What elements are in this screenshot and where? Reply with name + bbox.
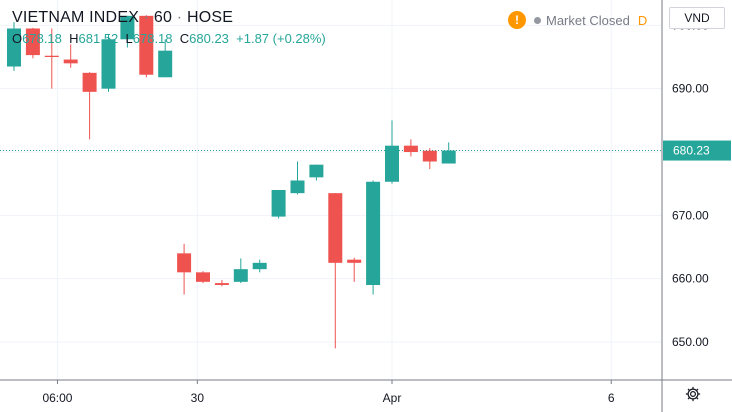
candles <box>7 15 456 349</box>
grid-lines <box>0 0 662 380</box>
market-status-text: Market Closed <box>546 12 630 28</box>
last-price-label-bg <box>663 140 731 161</box>
candle-body <box>385 145 399 182</box>
change-value: +1.87 (+0.28%) <box>236 31 326 46</box>
candle-body <box>25 28 40 56</box>
x-tick-label: 6 <box>608 391 615 405</box>
candle-body <box>196 272 210 282</box>
last-price-label: 680.23 <box>673 144 710 158</box>
candle-body <box>441 150 456 164</box>
candle-body <box>63 59 78 64</box>
exchange-label: HOSE <box>186 9 234 26</box>
status-dot-icon <box>534 16 541 24</box>
chart-title: VIETNAM INDEX · 60 · HOSE <box>12 9 233 27</box>
candle-body <box>214 283 229 285</box>
candle-body <box>309 164 324 178</box>
low-value: 678.18 <box>132 31 173 46</box>
market-status[interactable]: ! Market Closed D <box>508 10 647 30</box>
currency-badge[interactable]: VND <box>669 7 725 29</box>
x-tick-label: 30 <box>191 391 205 405</box>
candle-body <box>7 28 21 67</box>
open-label: O <box>12 31 23 46</box>
high-label: H <box>69 31 79 46</box>
candle-body <box>252 262 267 270</box>
y-tick-label: 650.00 <box>672 335 709 349</box>
open-value: 678.18 <box>22 31 62 46</box>
candle-body <box>271 190 286 217</box>
title-separator: · <box>143 9 150 26</box>
close-value: 680.23 <box>189 31 229 46</box>
candle-body <box>233 269 248 282</box>
settings-gear-icon[interactable] <box>684 385 702 403</box>
candle-body <box>139 15 154 75</box>
warning-icon[interactable]: ! <box>508 11 526 29</box>
candle-body <box>177 253 192 273</box>
title-separator: · <box>176 9 183 26</box>
ohlc-legend: O678.18 H681.52 L678.18 C680.23 +1.87 (+… <box>12 31 326 46</box>
close-label: C <box>179 31 190 46</box>
x-tick-label: 06:00 <box>42 391 72 405</box>
candle-body <box>366 181 381 285</box>
x-tick-label: Apr <box>383 391 402 405</box>
candle-body <box>347 259 362 263</box>
candle-body <box>158 50 173 78</box>
y-tick-label: 670.00 <box>672 208 709 222</box>
candle-body <box>82 72 97 92</box>
candle-body <box>120 15 135 40</box>
data-delay-badge[interactable]: D <box>637 12 648 28</box>
interval-label[interactable]: 60 <box>153 9 173 26</box>
y-tick-label: 660.00 <box>672 272 709 286</box>
symbol-name: VIETNAM INDEX <box>12 9 140 26</box>
low-label: L <box>125 31 133 46</box>
candle-body <box>44 55 59 57</box>
candle-body <box>101 39 116 89</box>
high-value: 681.52 <box>78 31 119 46</box>
y-tick-label: 690.00 <box>672 82 709 96</box>
candle-body <box>328 193 343 263</box>
candle-body <box>290 180 305 194</box>
candle-body <box>403 145 418 152</box>
candle-body <box>422 150 437 162</box>
